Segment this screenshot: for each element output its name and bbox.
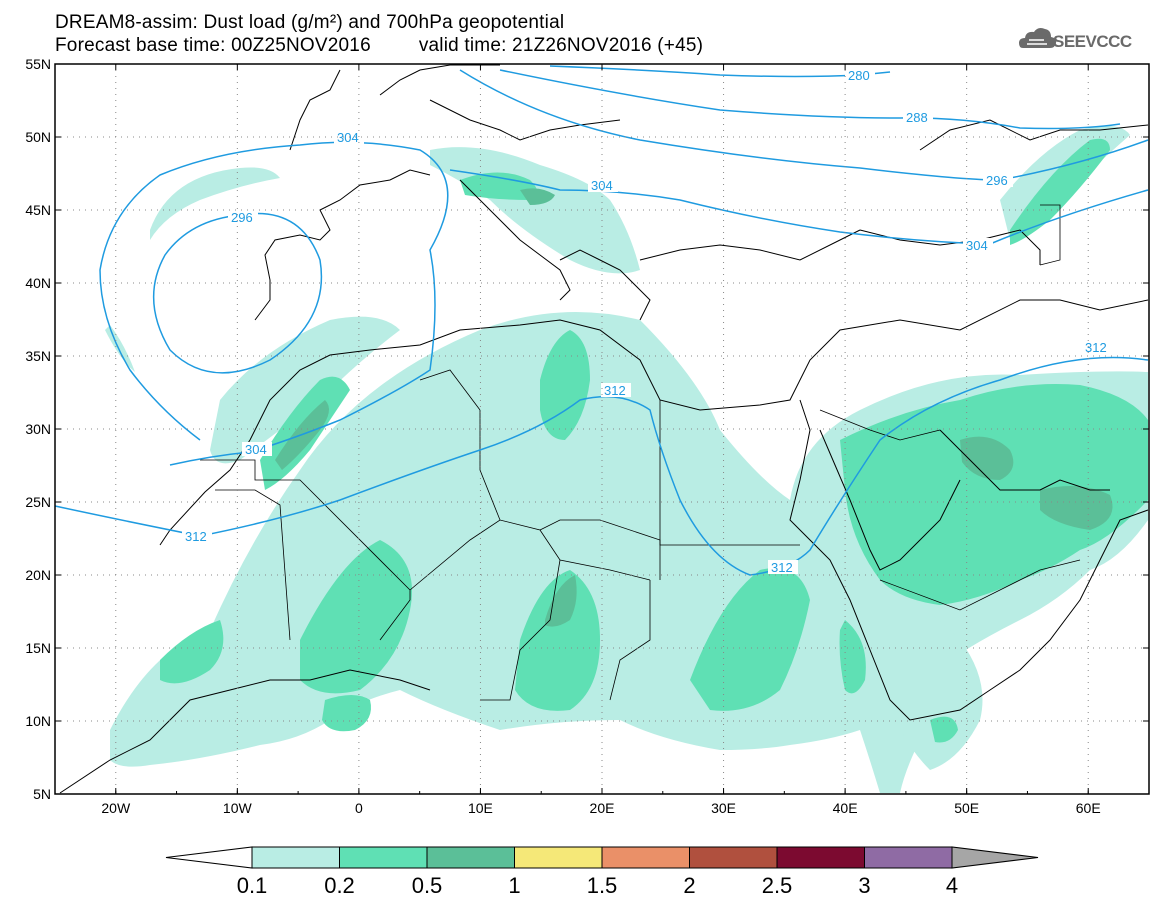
contour-labels: 280 288 296 296 304 304 304 304 312 312 …	[182, 68, 1112, 575]
colorbar-high-triangle	[951, 846, 1039, 869]
lat-tick-label: 5N	[33, 786, 51, 802]
map-title: DREAM8-assim: Dust load (g/m²) and 700hP…	[55, 12, 565, 33]
lat-tick-label: 35N	[25, 348, 51, 364]
contour-label: 296	[231, 210, 253, 225]
contour-label: 304	[337, 130, 359, 145]
colorbar-swatch	[776, 846, 865, 869]
contour-304-east	[449, 169, 1149, 245]
map-frame	[54, 63, 1150, 795]
contour-label: 304	[591, 178, 613, 193]
colorbar: 0.1 0.2 0.5 1 1.5 2 2.5 3 4	[165, 846, 1039, 898]
colorbar-label: 0.1	[237, 873, 268, 898]
colorbar-swatch	[514, 846, 603, 869]
colorbar-swatch	[251, 846, 340, 869]
contour-label: 312	[185, 529, 207, 544]
forecast-time-line: Forecast base time: 00Z25NOV2016 valid ti…	[55, 35, 703, 57]
contour-296-west	[152, 212, 323, 374]
colorbar-label: 1	[508, 873, 520, 898]
cloud-icon	[1019, 28, 1057, 48]
dust-shading-dark	[275, 188, 1113, 627]
contour-label: 304	[245, 442, 267, 457]
contour-label: 280	[848, 68, 870, 83]
contour-312	[54, 356, 1149, 576]
axis-ticks: 5N 10N 15N 20N 25N 30N 35N 40N 45N 50N 55N 20W 10W 0 1…	[25, 56, 1150, 816]
colorbar-swatch	[689, 846, 778, 869]
lon-tick-label: 50E	[954, 800, 979, 816]
contour-label: 312	[604, 383, 626, 398]
lon-tick-label: 60E	[1076, 800, 1101, 816]
contour-label: 288	[906, 110, 928, 125]
graticule	[55, 64, 1149, 794]
lon-tick-label: 20E	[590, 800, 615, 816]
contour-304-west	[99, 141, 449, 466]
colorbar-label: 1.5	[587, 873, 618, 898]
coastlines	[59, 64, 1149, 794]
contour-288	[499, 69, 1121, 130]
valid-time: valid time: 21Z26NOV2016 (+45)	[418, 35, 704, 56]
contour-280	[549, 65, 891, 78]
colorbar-label: 2	[683, 873, 695, 898]
lon-tick-label: 10E	[468, 800, 493, 816]
colorbar-label: 2.5	[762, 873, 793, 898]
contour-label: 312	[771, 560, 793, 575]
colorbar-label: 3	[858, 873, 870, 898]
contour-296-east	[459, 69, 1149, 181]
base-time: Forecast base time: 00Z25NOV2016	[55, 35, 371, 56]
lon-tick-label: 0	[355, 800, 363, 816]
geopotential-contours	[54, 65, 1149, 576]
contour-label: 304	[966, 238, 988, 253]
contour-label: 296	[986, 173, 1008, 188]
colorbar-label: 0.5	[412, 873, 443, 898]
lat-tick-label: 45N	[25, 202, 51, 218]
lat-tick-label: 25N	[25, 494, 51, 510]
colorbar-swatch	[426, 846, 515, 869]
dust-shading-medium	[160, 138, 1148, 743]
logo-text: SEEVCCC	[1053, 32, 1132, 51]
lat-tick-label: 30N	[25, 421, 51, 437]
lat-tick-label: 10N	[25, 713, 51, 729]
lat-tick-label: 15N	[25, 640, 51, 656]
lat-tick-label: 50N	[25, 129, 51, 145]
lat-tick-label: 55N	[25, 56, 51, 72]
lon-tick-label: 10W	[223, 800, 253, 816]
colorbar-low-triangle	[165, 846, 253, 869]
colorbar-swatch	[864, 846, 953, 869]
lon-tick-label: 40E	[833, 800, 858, 816]
lon-tick-label: 20W	[101, 800, 131, 816]
lat-tick-label: 40N	[25, 275, 51, 291]
contour-label: 312	[1085, 340, 1107, 355]
country-borders	[200, 204, 1081, 701]
colorbar-swatch	[339, 846, 428, 869]
colorbar-label: 4	[946, 873, 958, 898]
colorbar-label: 0.2	[324, 873, 355, 898]
lat-tick-label: 20N	[25, 567, 51, 583]
lon-tick-label: 30E	[711, 800, 736, 816]
colorbar-swatch	[601, 846, 690, 869]
